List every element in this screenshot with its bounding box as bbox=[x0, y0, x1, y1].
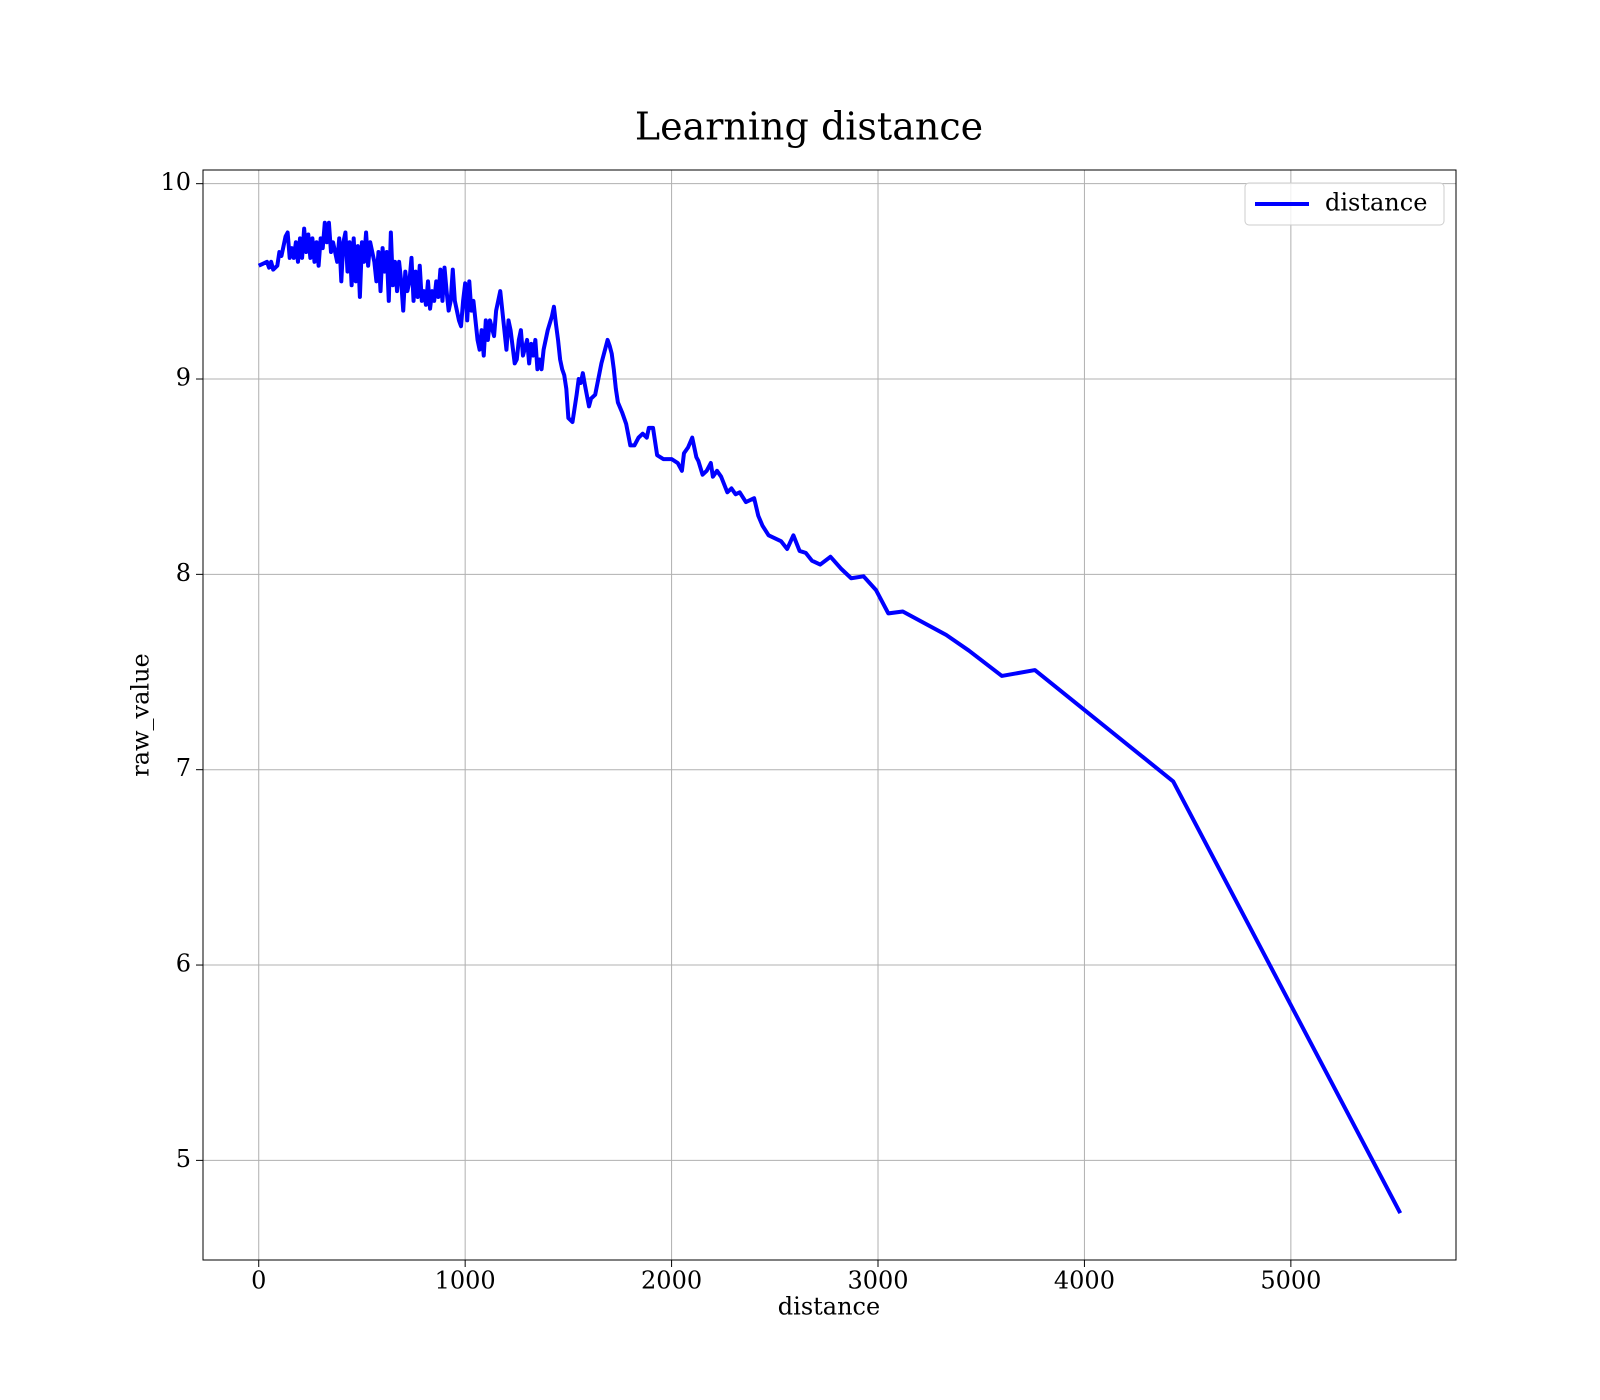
y-tick-label: 8 bbox=[176, 559, 191, 587]
y-axis-label: raw_value bbox=[127, 653, 155, 777]
plot-frame bbox=[202, 169, 1457, 1261]
legend-box bbox=[1244, 182, 1445, 226]
x-tick-label: 1000 bbox=[435, 1267, 496, 1295]
y-tick-label: 6 bbox=[176, 950, 191, 978]
x-tick-label: 3000 bbox=[847, 1267, 908, 1295]
y-tick-label: 9 bbox=[176, 364, 191, 392]
y-tick-label: 10 bbox=[160, 168, 191, 196]
chart-title: Learning distance bbox=[635, 105, 983, 149]
y-tick-label: 7 bbox=[176, 754, 191, 782]
x-axis-label: distance bbox=[778, 1293, 880, 1321]
data-line bbox=[257, 220, 1403, 1215]
legend-label: distance bbox=[1325, 189, 1427, 217]
x-tick-label: 0 bbox=[251, 1267, 266, 1295]
x-tick-label: 5000 bbox=[1260, 1267, 1321, 1295]
x-tick-label: 4000 bbox=[1054, 1267, 1115, 1295]
x-tick-label: 2000 bbox=[641, 1267, 702, 1295]
y-tick-label: 5 bbox=[176, 1145, 191, 1173]
